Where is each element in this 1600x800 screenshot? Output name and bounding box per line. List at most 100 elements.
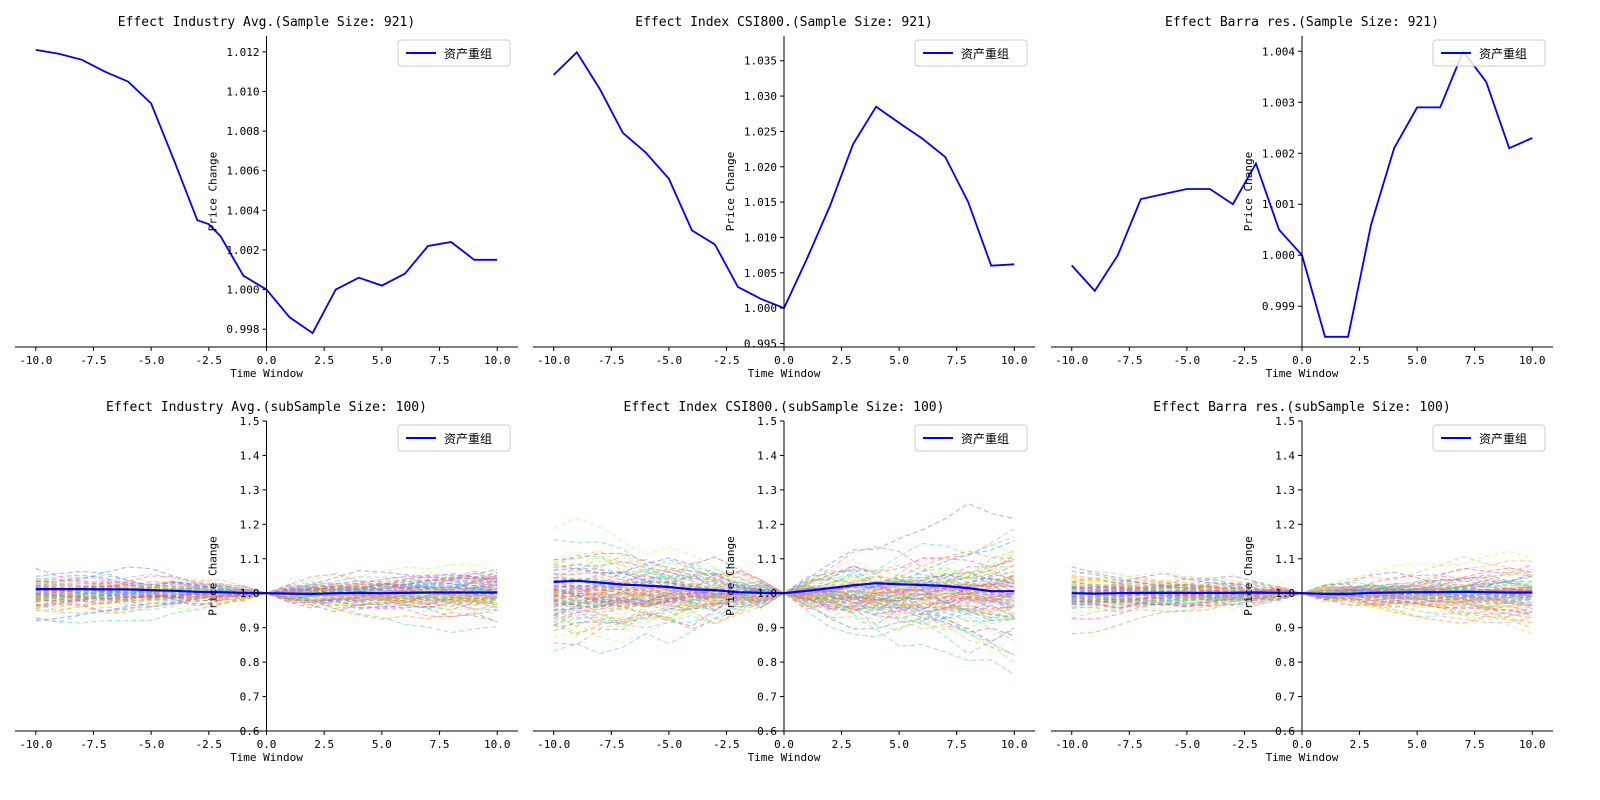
- y-tick-label: 1.0: [1275, 587, 1295, 600]
- x-tick-label: -2.5: [196, 354, 223, 367]
- chart-panel-bottom-right: -10.0 -7.5 -5.0 -2.5 0.0 2.5 5.0 7.5 10.0 0.6 0.7 0…: [1051, 400, 1553, 764]
- x-tick-label: 2.5: [832, 354, 852, 367]
- x-tick-label: -10.0: [1055, 738, 1088, 751]
- y-tick-label: 0.8: [1275, 656, 1295, 669]
- y-tick-label: 1.4: [757, 449, 777, 462]
- y-tick-label: 1.004: [226, 204, 259, 217]
- x-tick-label: 10.0: [484, 354, 511, 367]
- y-tick-label: 1.020: [744, 161, 777, 174]
- x-tick-label: -2.5: [713, 354, 740, 367]
- y-tick-label: 1.035: [744, 55, 777, 68]
- y-tick-label: 1.015: [744, 196, 777, 209]
- sample-path-line: [553, 540, 1015, 632]
- chart-title: Effect Index CSI800.(Sample Size: 921): [635, 15, 932, 30]
- x-tick-label: 2.5: [1350, 738, 1370, 751]
- legend: 资产重组: [914, 424, 1028, 452]
- x-tick-label: 7.5: [430, 354, 450, 367]
- y-tick-label: 1.4: [240, 449, 260, 462]
- y-tick-label: 1.002: [226, 244, 259, 257]
- sample-path-line: [1071, 588, 1533, 601]
- x-tick-label: 7.5: [1465, 354, 1485, 367]
- x-tick-label: 10.0: [1519, 354, 1546, 367]
- x-tick-label: 10.0: [484, 738, 511, 751]
- sample-path-line: [553, 584, 1015, 599]
- sample-path-line: [1071, 591, 1533, 603]
- y-tick-label: 1.000: [744, 302, 777, 315]
- sample-path-line: [35, 576, 498, 601]
- sample-path-line: [553, 550, 1015, 628]
- sample-path-line: [553, 554, 1015, 612]
- x-tick-label: -5.0: [1174, 354, 1201, 367]
- sample-path-line: [553, 572, 1015, 605]
- sample-path-line: [35, 588, 498, 602]
- x-tick-label: 2.5: [832, 738, 852, 751]
- x-tick-label: -5.0: [656, 354, 683, 367]
- y-tick-label: 1.5: [240, 415, 260, 428]
- chart-panel-bottom-middle: -10.0 -7.5 -5.0 -2.5 0.0 2.5 5.0 7.5 10.0 0.6 0.7 0…: [533, 400, 1035, 764]
- y-tick-label: 1.010: [226, 85, 259, 98]
- y-tick-label: 0.999: [1262, 300, 1295, 313]
- y-tick-label: 1.012: [226, 46, 259, 59]
- x-tick-label: 0.0: [1292, 738, 1312, 751]
- sample-path-line: [35, 580, 498, 601]
- y-tick-label: 1.1: [757, 553, 777, 566]
- x-tick-label: -5.0: [1174, 738, 1201, 751]
- y-tick-label: 1.025: [744, 125, 777, 138]
- sample-path-line: [1071, 581, 1533, 594]
- y-tick-label: 1.5: [1275, 415, 1295, 428]
- y-axis-label: Price Change: [1242, 152, 1255, 231]
- x-tick-label: 0.0: [774, 738, 794, 751]
- y-tick-label: 1.002: [1262, 147, 1295, 160]
- x-tick-label: -10.0: [537, 738, 570, 751]
- x-tick-label: 7.5: [947, 738, 967, 751]
- x-tick-label: -5.0: [138, 738, 165, 751]
- y-tick-label: 1.010: [744, 231, 777, 244]
- y-tick-label: 1.0: [757, 587, 777, 600]
- x-tick-label: 10.0: [1519, 738, 1546, 751]
- y-tick-label: 1.030: [744, 90, 777, 103]
- y-axis-label: Price Change: [724, 536, 737, 615]
- legend: 资产重组: [1432, 39, 1546, 67]
- x-axis-label: Time Window: [1266, 751, 1339, 764]
- y-tick-label: 1.3: [240, 484, 260, 497]
- y-tick-label: 0.7: [757, 691, 777, 704]
- legend-box: [1432, 424, 1546, 452]
- y-tick-label: 1.2: [240, 518, 260, 531]
- chart-title: Effect Industry Avg.(Sample Size: 921): [118, 15, 415, 30]
- x-tick-label: -10.0: [1055, 354, 1088, 367]
- y-tick-label: 0.8: [757, 656, 777, 669]
- legend: 资产重组: [397, 39, 511, 67]
- sample-path-line: [553, 559, 1015, 643]
- sample-path-line: [553, 571, 1015, 600]
- y-tick-label: 1.000: [226, 284, 259, 297]
- y-tick-label: 1.006: [226, 165, 259, 178]
- y-tick-label: 1.005: [744, 267, 777, 280]
- y-tick-label: 1.000: [1262, 249, 1295, 262]
- x-tick-label: -10.0: [537, 354, 570, 367]
- x-axis-label: Time Window: [748, 367, 821, 380]
- y-tick-label: 0.9: [240, 622, 260, 635]
- y-tick-label: 1.004: [1262, 45, 1295, 58]
- y-tick-label: 0.6: [240, 725, 260, 738]
- x-tick-label: -7.5: [1116, 738, 1143, 751]
- x-axis-label: Time Window: [1266, 367, 1339, 380]
- x-tick-label: 7.5: [430, 738, 450, 751]
- y-tick-label: 0.9: [1275, 622, 1295, 635]
- sample-path-line: [553, 558, 1015, 638]
- sample-path-line: [553, 582, 1015, 655]
- y-axis-label: Price Change: [207, 536, 220, 615]
- legend-box: [397, 39, 511, 67]
- sample-path-line: [35, 585, 498, 611]
- legend: 资产重组: [1432, 424, 1546, 452]
- x-tick-label: 5.0: [372, 354, 392, 367]
- legend-label: 资产重组: [444, 47, 492, 61]
- y-tick-label: 0.995: [744, 337, 777, 350]
- sample-path-line: [553, 542, 1015, 616]
- y-tick-label: 1.3: [1275, 484, 1295, 497]
- legend-label: 资产重组: [444, 432, 492, 446]
- sample-path-line: [553, 584, 1015, 619]
- legend-label: 资产重组: [961, 47, 1009, 61]
- sample-path-line: [553, 583, 1015, 655]
- legend: 资产重组: [397, 424, 511, 452]
